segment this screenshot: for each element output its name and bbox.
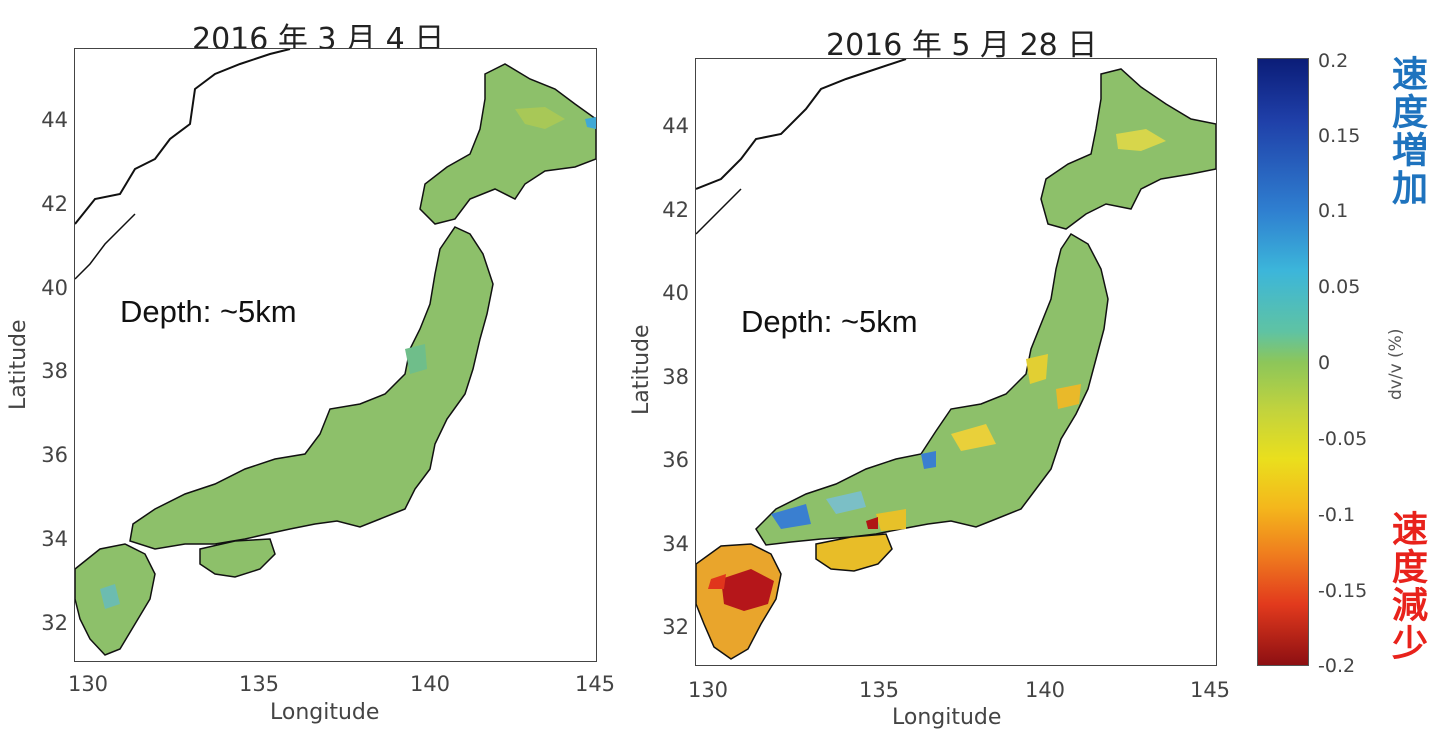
map-panel-right: 2016 年 5 月 28 日 Depth: ~5km <box>620 0 1240 738</box>
continent-coastline <box>696 188 742 235</box>
honshu <box>755 232 1109 546</box>
x-tick-label: 140 <box>409 672 451 696</box>
y-tick-label: 38 <box>41 359 68 383</box>
continent-coastline <box>696 59 907 190</box>
map-panel-left: 2016 年 3 月 4 日 Depth: ~5km 44 42 40 38 3… <box>0 0 615 738</box>
continent-coastline <box>75 49 291 225</box>
y-tick-label: 40 <box>662 281 689 305</box>
anomaly-patch <box>921 451 936 469</box>
colorbar-tick-label: 0.05 <box>1318 276 1361 298</box>
y-tick-label: 44 <box>662 114 689 138</box>
x-tick-label: 135 <box>858 678 900 702</box>
depth-annotation: Depth: ~5km <box>741 304 918 339</box>
anomaly-patch <box>866 517 878 529</box>
map-area: Depth: ~5km <box>695 58 1217 666</box>
y-axis-label: Latitude <box>629 324 654 415</box>
anomaly-patch <box>405 344 427 374</box>
y-tick-label: 32 <box>41 611 68 635</box>
y-tick-label: 36 <box>41 443 68 467</box>
map-area: Depth: ~5km <box>74 48 597 662</box>
anomaly-patch <box>100 584 120 609</box>
x-axis-label: Longitude <box>892 705 1002 730</box>
honshu <box>129 226 494 550</box>
japan-map <box>696 59 1216 660</box>
depth-annotation: Depth: ~5km <box>120 294 297 329</box>
y-tick-label: 32 <box>662 615 689 639</box>
anomaly-patch <box>1056 384 1081 409</box>
x-axis-label: Longitude <box>270 700 380 725</box>
anomaly-patch <box>876 509 906 531</box>
y-tick-label: 36 <box>662 448 689 472</box>
colorbar-tick-label: -0.2 <box>1318 655 1356 677</box>
velocity-increase-label: 速度増加 <box>1386 55 1427 207</box>
y-tick-label: 40 <box>41 276 68 300</box>
y-tick-label: 42 <box>662 198 689 222</box>
colorbar-tick-label: 0.15 <box>1318 125 1361 147</box>
x-tick-label: 130 <box>687 678 729 702</box>
y-tick-label: 42 <box>41 192 68 216</box>
y-tick-label: 38 <box>662 365 689 389</box>
panel-title: 2016 年 5 月 28 日 <box>826 28 1098 63</box>
y-tick-label: 34 <box>662 532 689 556</box>
anomaly-patch <box>721 569 774 611</box>
continent-coastline <box>75 213 136 280</box>
shikoku <box>199 538 276 578</box>
colorbar-tick-label: 0.1 <box>1318 200 1349 222</box>
x-tick-label: 135 <box>238 672 280 696</box>
anomaly-patch <box>1116 129 1166 151</box>
colorbar-tick-label: 0 <box>1318 352 1331 374</box>
anomaly-patch <box>951 424 996 451</box>
y-tick-label: 44 <box>41 108 68 132</box>
hokkaido <box>419 63 596 225</box>
colorbar-tick-label: -0.05 <box>1318 428 1368 450</box>
anomaly-patch <box>1026 354 1048 384</box>
anomaly-patch <box>708 574 726 589</box>
colorbar-tick-label: -0.1 <box>1318 504 1356 526</box>
japan-map <box>75 49 596 656</box>
anomaly-patch <box>771 504 811 529</box>
y-axis-label: Latitude <box>6 319 31 410</box>
colorbar <box>1257 58 1309 666</box>
velocity-decrease-label: 速度減少 <box>1386 510 1427 662</box>
x-tick-label: 140 <box>1024 678 1066 702</box>
x-tick-label: 145 <box>574 672 616 696</box>
anomaly-patch <box>515 107 565 129</box>
x-tick-label: 145 <box>1189 678 1231 702</box>
anomaly-patch <box>585 117 596 129</box>
colorbar-label: dv/v (%) <box>1386 328 1406 400</box>
anomaly-patch <box>826 491 866 514</box>
x-tick-label: 130 <box>67 672 109 696</box>
y-tick-label: 34 <box>41 527 68 551</box>
colorbar-tick-label: 0.2 <box>1318 50 1349 72</box>
shikoku <box>815 533 893 572</box>
colorbar-tick-label: -0.15 <box>1318 580 1368 602</box>
